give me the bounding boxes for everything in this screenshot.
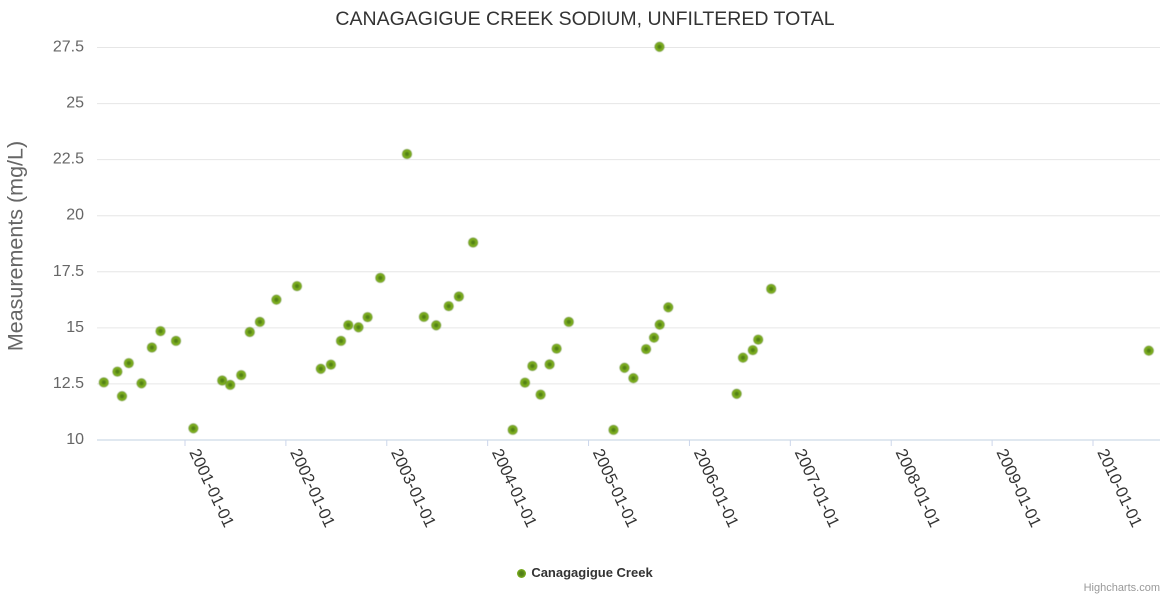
svg-text:22.5: 22.5 — [53, 151, 84, 168]
svg-text:2005-01-01: 2005-01-01 — [589, 446, 641, 530]
svg-text:2001-01-01: 2001-01-01 — [185, 446, 237, 530]
svg-text:2002-01-01: 2002-01-01 — [286, 446, 338, 530]
svg-text:25: 25 — [66, 95, 84, 112]
svg-text:2010-01-01: 2010-01-01 — [1093, 446, 1145, 530]
svg-text:10: 10 — [66, 431, 84, 448]
svg-text:17.5: 17.5 — [53, 263, 84, 280]
svg-text:15: 15 — [66, 319, 84, 336]
svg-text:2004-01-01: 2004-01-01 — [488, 446, 540, 530]
svg-text:20: 20 — [66, 207, 84, 224]
svg-text:2007-01-01: 2007-01-01 — [791, 446, 843, 530]
svg-text:27.5: 27.5 — [53, 39, 84, 56]
svg-text:2003-01-01: 2003-01-01 — [387, 446, 439, 530]
svg-text:2009-01-01: 2009-01-01 — [992, 446, 1044, 530]
svg-text:2006-01-01: 2006-01-01 — [690, 446, 742, 530]
svg-text:2008-01-01: 2008-01-01 — [892, 446, 944, 530]
svg-text:12.5: 12.5 — [53, 375, 84, 392]
